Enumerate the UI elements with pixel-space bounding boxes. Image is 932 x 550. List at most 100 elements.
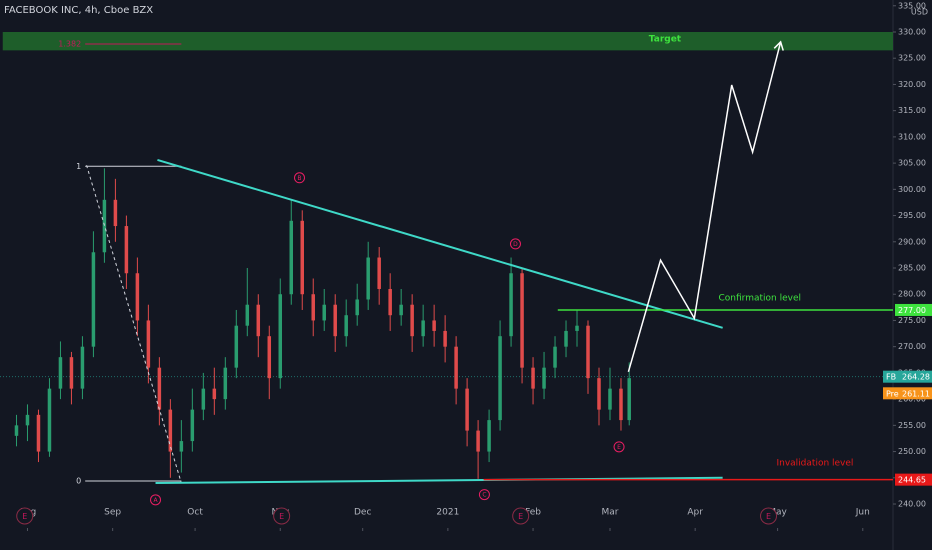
candle-body (575, 325, 579, 331)
trendline (155, 476, 723, 485)
candle-body (14, 425, 19, 436)
fib-label: 1.382 (58, 40, 81, 49)
candle-body (476, 430, 480, 452)
candle-body (355, 299, 359, 316)
y-tick-label: 275.00 (898, 316, 926, 325)
x-tick-label: Oct (187, 508, 203, 518)
price-label-value: 261.11 (902, 389, 930, 398)
candle-body (619, 388, 623, 421)
target-zone (2, 31, 894, 51)
y-tick-label: 310.00 (898, 132, 926, 141)
price-label-box (895, 473, 932, 486)
candle-body (366, 257, 370, 300)
wave-label: B (297, 175, 301, 182)
price-label-value: 277.00 (898, 306, 926, 315)
candle-body (421, 320, 425, 337)
price-label-value: 244.65 (898, 476, 926, 485)
candle-body (586, 325, 590, 379)
candle-body (190, 409, 195, 442)
candle-body (201, 388, 206, 410)
candle-body (388, 288, 392, 316)
wave-marker (293, 172, 305, 184)
y-tick-label: 330.00 (898, 27, 926, 36)
wave-marker (613, 441, 625, 453)
y-tick-label: 255.00 (898, 421, 926, 430)
y-tick-label: 300.00 (898, 185, 926, 194)
candle-body (542, 367, 546, 389)
price-label-name: FB (886, 373, 896, 382)
candle-body (36, 414, 41, 452)
candle-body (146, 320, 151, 368)
x-tick-label: Apr (687, 508, 703, 518)
candle-body (267, 336, 272, 379)
candle-body (223, 367, 228, 400)
event-marker (760, 507, 778, 525)
candle-body (168, 409, 173, 452)
candle-body (311, 294, 315, 321)
candle-body (520, 273, 524, 368)
wave-marker (478, 489, 490, 501)
y-tick-label: 290.00 (898, 237, 926, 246)
wave-marker (509, 238, 521, 250)
fib-diagonal (86, 165, 182, 484)
candle-body (300, 220, 304, 295)
x-tick-label: Dec (354, 508, 371, 518)
y-tick-label: 270.00 (898, 342, 926, 351)
y-tick-label: 325.00 (898, 54, 926, 63)
candle-body (289, 220, 294, 295)
y-tick-label: 250.00 (898, 447, 926, 456)
candle-body (58, 357, 63, 389)
price-label-box (895, 303, 932, 316)
candle-body (443, 330, 447, 347)
candle-body (465, 388, 469, 431)
candle-body (553, 346, 557, 368)
event-marker (16, 507, 34, 525)
candle-body (135, 273, 140, 321)
candle-body (179, 441, 184, 452)
fib-label: 0 (76, 476, 81, 485)
price-label-box (883, 387, 932, 400)
fib-label: 1 (76, 162, 81, 171)
trendline (157, 159, 723, 329)
candle-body (531, 367, 535, 389)
candle-body (597, 378, 601, 410)
event-marker (273, 507, 291, 525)
event-marker (512, 507, 530, 525)
x-tick-label: 2021 (436, 508, 459, 518)
candle-body (102, 199, 107, 253)
candle-body (278, 294, 283, 379)
y-tick-label: 295.00 (898, 211, 926, 220)
candle-body (245, 304, 250, 326)
candle-body (564, 330, 568, 347)
candle-body (157, 367, 162, 410)
level-label: Invalidation level (776, 459, 853, 469)
price-label-box (883, 370, 932, 383)
candle-body (399, 304, 403, 316)
candle-body (256, 304, 261, 337)
chart-title: FACEBOOK INC, 4h, Cboe BZX (4, 5, 153, 16)
y-tick-label: 240.00 (898, 500, 926, 509)
y-tick-label: 305.00 (898, 159, 926, 168)
x-tick-label: Jun (855, 508, 870, 518)
currency: USD (911, 8, 928, 17)
candle-body (487, 420, 491, 452)
wave-label: C (482, 492, 486, 499)
y-tick-label: 280.00 (898, 290, 926, 299)
wave-marker (150, 494, 162, 506)
candle-body (333, 304, 337, 337)
level-label: Confirmation level (719, 293, 802, 303)
x-tick-label: Mar (601, 508, 618, 518)
y-tick-label: 335.00 (898, 1, 926, 10)
x-tick-label: May (768, 508, 787, 518)
candle-body (47, 388, 52, 452)
price-label-value: 264.28 (902, 373, 930, 382)
y-tick-label: 285.00 (898, 264, 926, 273)
candle-body (608, 388, 612, 410)
event-label: E (766, 512, 771, 521)
candle-body (322, 304, 326, 321)
event-label: E (279, 512, 284, 521)
candle-body (113, 199, 118, 227)
event-label: E (518, 512, 523, 521)
